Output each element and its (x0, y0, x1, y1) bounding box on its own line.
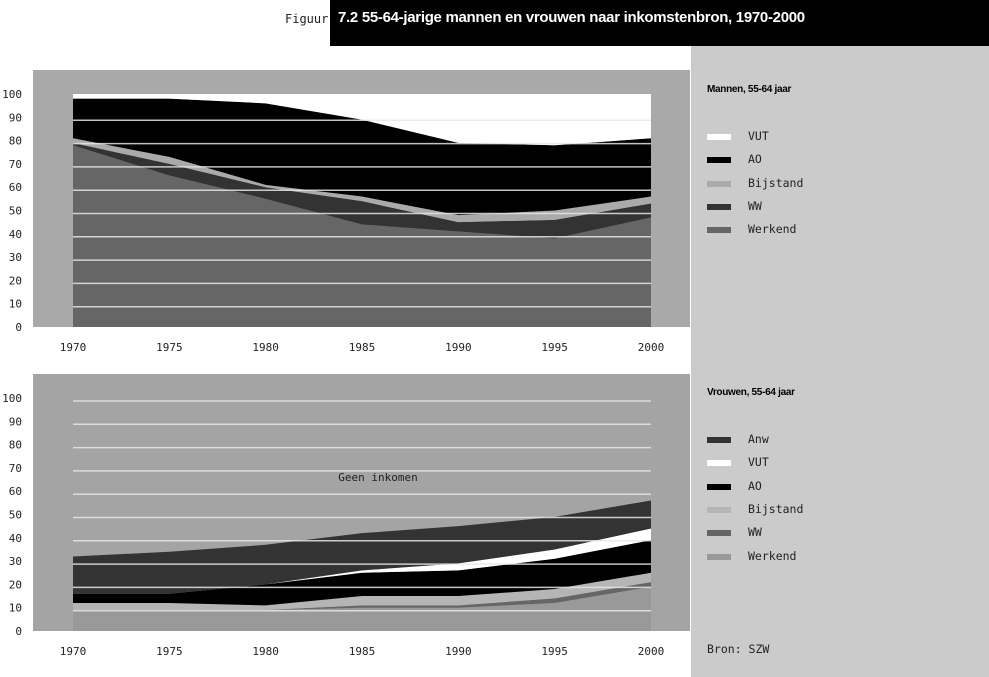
chart-title: 7.2 55-64-jarige mannen en vrouwen naar … (338, 9, 805, 26)
legend-swatch (707, 553, 731, 560)
y-tick-label: 50 (9, 509, 22, 522)
legend-swatch (707, 437, 731, 443)
y-tick-label: 90 (9, 111, 22, 124)
legend-label: Werkend (748, 548, 797, 563)
legend-panel: Mannen, 55-64 jaar VUT AO Bijstand WW Werken… (691, 46, 989, 677)
x-tick-label: 1975 (156, 645, 183, 658)
x-tick-label: 1985 (349, 645, 376, 658)
x-tick-label: 1980 (252, 341, 279, 354)
x-tick-label: 1990 (445, 341, 472, 354)
legend-swatch (707, 134, 731, 140)
area-ww (73, 582, 651, 611)
y-tick-label: 20 (9, 578, 22, 591)
legend-label: Bijstand (748, 501, 804, 516)
legend-swatch (707, 227, 731, 234)
y-tick-label: 50 (9, 205, 22, 218)
y-tick-label: 100 (2, 88, 22, 101)
area-vut (73, 94, 651, 146)
area-ao (73, 98, 651, 216)
area-werkend (73, 586, 651, 631)
legend-label: Anw (748, 432, 769, 446)
y-tick-label: 30 (9, 555, 22, 568)
title-bar: 7.2 55-64-jarige mannen en vrouwen naar … (330, 0, 989, 46)
y-tick-label: 70 (9, 462, 22, 475)
legend-label: Werkend (748, 222, 797, 237)
y-tick-label: 10 (9, 602, 22, 615)
legend-label: AO (748, 152, 762, 167)
area-ww (73, 142, 651, 239)
legend-swatch (707, 506, 731, 513)
annotation-no-income: Geen inkomen (338, 471, 417, 484)
legend-label: WW (748, 198, 762, 213)
y-tick-label: 30 (9, 251, 22, 264)
y-tick-label: 40 (9, 532, 22, 545)
x-tick-label: 2000 (638, 645, 665, 658)
area-bijstand (73, 572, 651, 611)
y-tick-label: 80 (9, 135, 22, 148)
x-tick-label: 1975 (156, 341, 183, 354)
y-tick-label: 70 (9, 158, 22, 171)
area-vut (73, 528, 651, 594)
legend-label: VUT (748, 455, 769, 470)
figure-prefix: Figuur (285, 12, 329, 26)
x-tick-label: 1995 (541, 645, 568, 658)
legend-swatch (707, 483, 731, 490)
y-tick-label: 40 (9, 228, 22, 241)
chart-men: 0 10 20 30 40 50 60 70 80 90 100 1970 1975 1980 1985 19… (2, 70, 690, 354)
panel-title-men: Mannen, 55-64 jaar (707, 84, 792, 95)
y-tick-label: 10 (9, 298, 22, 311)
panel-title-women: Vrouwen, 55-64 jaar (707, 387, 795, 398)
x-tick-label: 1985 (349, 341, 376, 354)
y-tick-label: 80 (9, 439, 22, 452)
x-tick-label: 1980 (252, 645, 279, 658)
y-tick-label: 0 (15, 625, 22, 638)
x-tick-label: 1970 (60, 645, 87, 658)
legend-swatch (707, 203, 731, 210)
y-tick-label: 60 (9, 485, 22, 498)
legend-swatch (707, 460, 731, 467)
x-tick-label: 1970 (60, 341, 87, 354)
legend-swatch (707, 180, 731, 187)
x-tick-label: 2000 (638, 341, 665, 354)
x-tick-label: 1995 (541, 341, 568, 354)
y-tick-label: 20 (9, 274, 22, 287)
legend-swatch (707, 530, 731, 537)
legend-label: VUT (748, 129, 769, 143)
legend-label: AO (748, 478, 762, 493)
legend-label: Bijstand (748, 175, 804, 190)
y-tick-label: 100 (2, 392, 22, 405)
legend-swatch (707, 157, 731, 164)
legend-label: WW (748, 525, 762, 540)
area-anw (73, 500, 651, 594)
y-tick-label: 0 (15, 321, 22, 334)
chart-women: 0 10 20 30 40 50 60 70 80 90 100 1970 1975 1980 1985 19… (2, 374, 690, 658)
source-note: Bron: SZW (707, 642, 770, 656)
y-tick-label: 60 (9, 181, 22, 194)
x-tick-label: 1990 (445, 645, 472, 658)
y-tick-label: 90 (9, 415, 22, 428)
